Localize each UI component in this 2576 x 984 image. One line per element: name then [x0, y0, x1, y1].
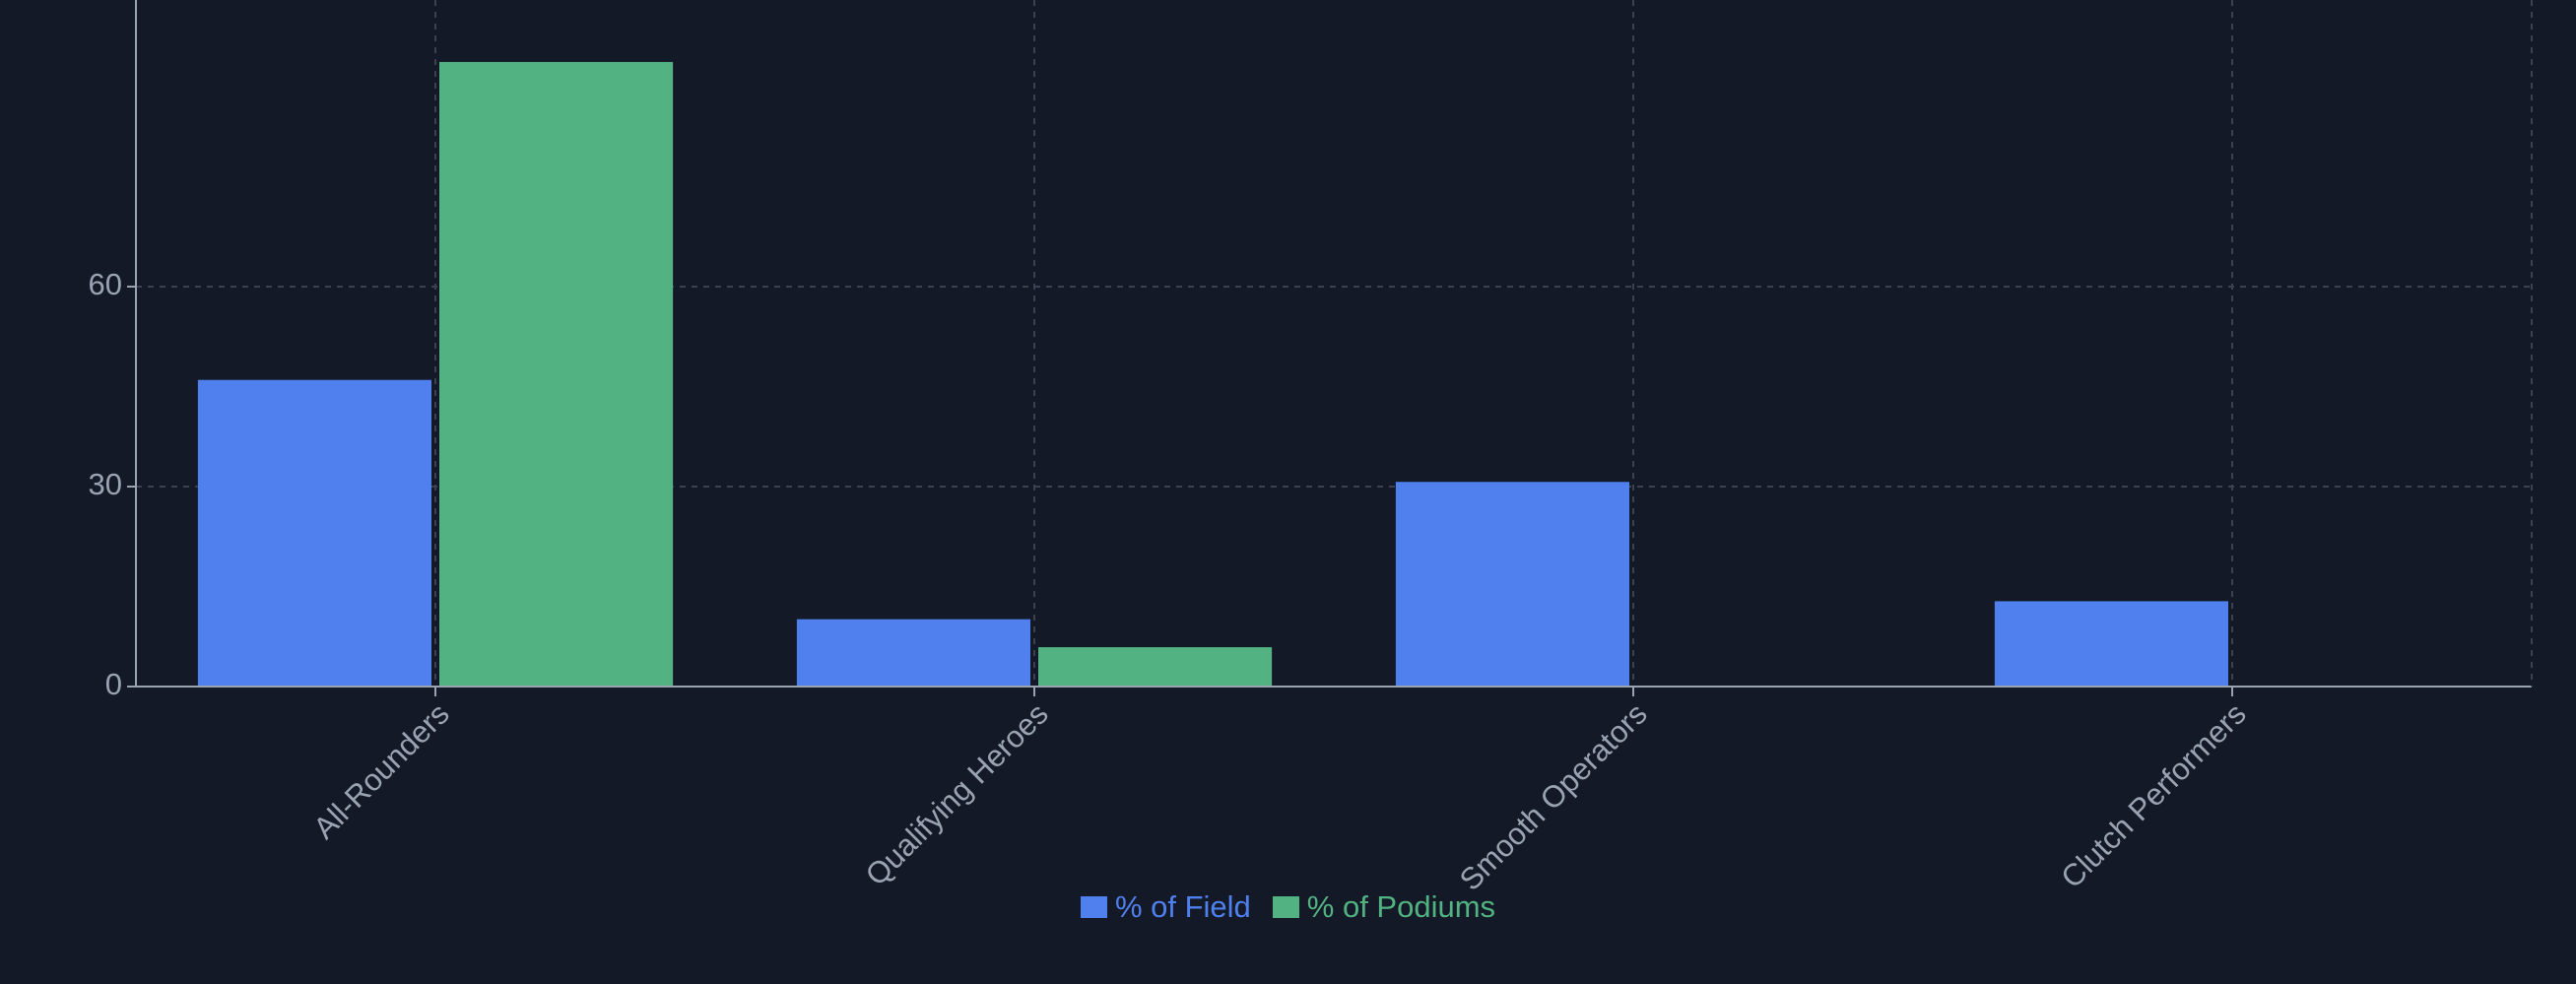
y-tick-label: 30 [89, 467, 122, 501]
legend-swatch [1272, 896, 1299, 918]
legend-swatch [1080, 896, 1107, 918]
y-tick-label: 60 [89, 267, 122, 301]
bar [796, 619, 1030, 687]
legend-label: % of Podiums [1306, 889, 1496, 924]
legend: % of Field % of Podiums [0, 889, 2576, 925]
bar [197, 379, 431, 687]
bar [1395, 482, 1629, 687]
bar [1994, 601, 2228, 687]
x-tick-label: Clutch Performers [2054, 696, 2252, 894]
legend-label: % of Field [1114, 889, 1251, 924]
legend-item[interactable]: % of Field [1080, 889, 1251, 925]
x-tick-label: Smooth Operators [1453, 696, 1654, 897]
bar [1038, 647, 1273, 687]
y-tick-label: 0 [105, 667, 122, 701]
bar [439, 61, 674, 688]
x-tick-label: Qualifying Heroes [859, 696, 1055, 892]
legend-item[interactable]: % of Podiums [1272, 889, 1496, 925]
x-tick-label: All-Rounders [306, 696, 455, 845]
